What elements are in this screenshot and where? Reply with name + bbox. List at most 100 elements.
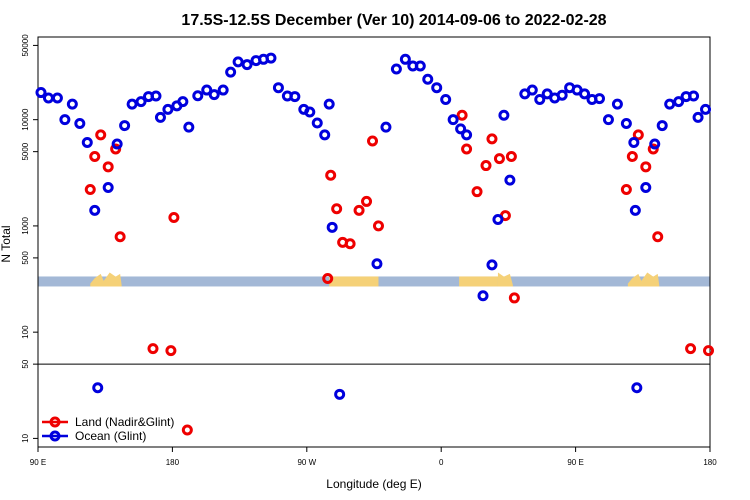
ocean-point-81 <box>688 90 700 102</box>
land-point-35 <box>703 345 715 357</box>
ocean-point-56 <box>498 109 510 121</box>
x-tick-label-3: 0 <box>439 458 444 467</box>
land-point-26 <box>505 151 517 163</box>
land-point-14 <box>344 238 356 250</box>
ocean-point-19 <box>177 96 189 108</box>
ocean-point-41 <box>371 258 383 270</box>
ocean-point-74 <box>631 382 643 394</box>
land-point-6 <box>147 343 159 355</box>
land-point-0 <box>84 184 96 196</box>
ocean-point-3 <box>59 114 71 126</box>
y-tick-label-6: 10000 <box>21 108 30 131</box>
y-axis-label: N Total <box>0 225 13 262</box>
ocean-point-75 <box>640 181 652 193</box>
land-point-10 <box>322 272 334 284</box>
ocean-point-48 <box>431 82 443 94</box>
land-point-5 <box>114 231 126 243</box>
ocean-point-82 <box>692 111 704 123</box>
ocean-point-79 <box>673 96 685 108</box>
legend-land-marker <box>49 416 61 428</box>
ocean-point-10 <box>111 138 123 150</box>
ocean-point-59 <box>526 84 538 96</box>
ocean-point-52 <box>461 129 473 141</box>
land-point-15 <box>353 204 365 216</box>
land-point-20 <box>461 143 473 155</box>
ocean-point-53 <box>477 290 489 302</box>
ocean-point-76 <box>649 138 661 150</box>
y-tick-label-1: 50 <box>21 359 30 368</box>
ocean-point-71 <box>620 118 632 130</box>
ocean-point-44 <box>399 53 411 65</box>
x-axis-label: Longitude (deg E) <box>326 477 421 491</box>
ocean-point-33 <box>289 91 301 103</box>
x-axis: 90 E 180 90 W 0 90 E 180 <box>30 447 717 467</box>
ocean-point-21 <box>192 90 204 102</box>
land-point-22 <box>480 160 492 172</box>
ocean-point-24 <box>217 84 229 96</box>
x-tick-label-4: 90 E <box>567 458 583 467</box>
mask-land-segment-1 <box>329 276 379 287</box>
ocean-point-66 <box>579 88 591 100</box>
ocean-point-40 <box>334 388 346 400</box>
ocean-point-55 <box>492 213 504 225</box>
ocean-point-35 <box>304 106 316 118</box>
ocean-point-20 <box>183 121 195 133</box>
y-tick-label-4: 1000 <box>21 216 30 234</box>
ocean-point-83 <box>700 103 712 115</box>
y-tick-label-5: 5000 <box>21 142 30 160</box>
land-point-11 <box>325 169 337 181</box>
ocean-point-0 <box>35 87 47 99</box>
land-point-23 <box>486 133 498 145</box>
ocean-point-69 <box>602 114 614 126</box>
ocean-point-22 <box>201 84 213 96</box>
ocean-point-23 <box>208 89 220 101</box>
ocean-point-11 <box>119 120 131 132</box>
ocean-point-25 <box>225 66 237 78</box>
y-tick-label-0: 10 <box>21 433 30 442</box>
land-point-30 <box>632 129 644 141</box>
land-point-4 <box>110 143 122 155</box>
land-point-32 <box>647 143 659 155</box>
chart-title: 17.5S-12.5S December (Ver 10) 2014-09-06… <box>181 12 606 29</box>
ocean-point-2 <box>51 92 63 104</box>
legend-land-label: Land (Nadir&Glint) <box>75 415 174 429</box>
ocean-point-9 <box>102 181 114 193</box>
land-point-2 <box>95 129 107 141</box>
ocean-point-31 <box>272 82 284 94</box>
y-tick-label-3: 500 <box>21 251 30 265</box>
ocean-point-47 <box>422 73 434 85</box>
ocean-point-7 <box>89 204 101 216</box>
ocean-point-4 <box>66 98 78 110</box>
ocean-point-38 <box>323 98 335 110</box>
ocean-point-50 <box>447 114 459 126</box>
ocean-point-43 <box>390 63 402 75</box>
legend: Land (Nadir&Glint) Ocean (Glint) <box>42 415 174 443</box>
ocean-point-1 <box>42 92 54 104</box>
ocean-point-57 <box>504 174 516 186</box>
land-point-33 <box>652 231 664 243</box>
ocean-point-54 <box>486 259 498 271</box>
x-tick-label-1: 180 <box>166 458 180 467</box>
land-point-8 <box>168 212 180 224</box>
ocean-point-27 <box>241 59 253 71</box>
land-point-9 <box>181 424 193 436</box>
ocean-point-8 <box>92 382 104 394</box>
ocean-point-16 <box>154 111 166 123</box>
ocean-point-17 <box>162 103 174 115</box>
ocean-point-42 <box>380 121 392 133</box>
legend-ocean-marker <box>49 430 61 442</box>
ocean-point-26 <box>232 56 244 68</box>
ocean-point-77 <box>656 120 668 132</box>
mask-land-segment-2 <box>459 276 498 287</box>
land-point-1 <box>89 151 101 163</box>
y-axis: 10 50 100 500 1000 5000 10000 50000 <box>21 34 38 443</box>
ocean-point-49 <box>440 93 452 105</box>
land-point-24 <box>493 153 505 165</box>
mask-land-segment-4 <box>627 272 660 287</box>
ocean-point-72 <box>628 136 640 148</box>
y-tick-label-2: 100 <box>21 325 30 339</box>
land-mask-band <box>38 272 710 287</box>
ocean-point-73 <box>629 204 641 216</box>
ocean-point-30 <box>265 52 277 64</box>
land-point-16 <box>361 195 373 207</box>
